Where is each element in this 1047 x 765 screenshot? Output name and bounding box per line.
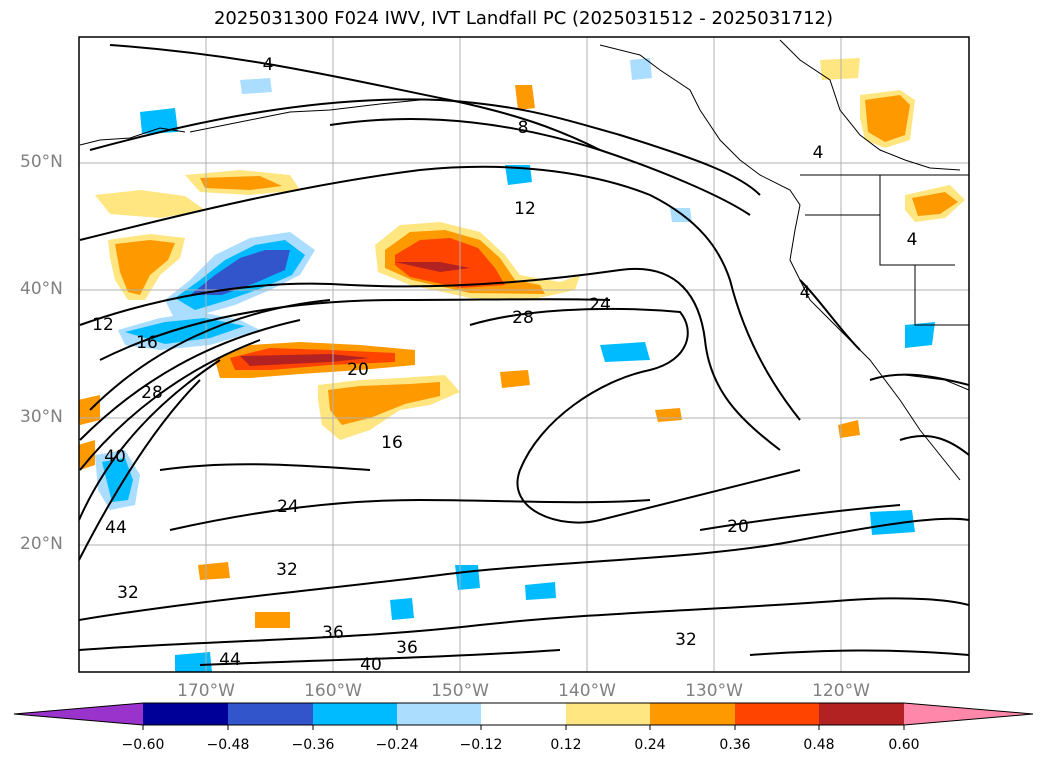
colorbar-segment xyxy=(143,703,228,725)
colorbar-segment xyxy=(313,703,397,725)
contour-label: 36 xyxy=(396,638,418,658)
contour-label: 20 xyxy=(347,360,369,380)
lat-label: 20°N xyxy=(20,534,63,554)
contour-label: 32 xyxy=(675,630,697,650)
contour-label: 28 xyxy=(141,383,163,403)
colorbar-segment xyxy=(735,703,819,725)
lon-label: 150°W xyxy=(431,681,489,701)
colorbar-segment xyxy=(650,703,735,725)
colorbar-segment xyxy=(904,703,1033,725)
plot-frame xyxy=(78,36,970,673)
contour-label: 44 xyxy=(219,650,241,670)
colorbar-segment xyxy=(819,703,904,725)
contour-label: 32 xyxy=(276,560,298,580)
colorbar-tick-label: −0.24 xyxy=(375,737,419,753)
colorbar-tick-label: −0.12 xyxy=(459,737,503,753)
contour-label: 24 xyxy=(589,295,611,315)
lon-label: 140°W xyxy=(558,681,616,701)
colorbar-tick-label: −0.48 xyxy=(206,737,250,753)
colorbar-tick-label: −0.36 xyxy=(291,737,335,753)
lon-label: 130°W xyxy=(685,681,743,701)
contour-label: 40 xyxy=(360,655,382,675)
lat-label: 30°N xyxy=(20,407,63,427)
contour-label: 4 xyxy=(263,55,274,75)
colorbar-tick-label: 0.36 xyxy=(719,737,751,753)
contour-label: 16 xyxy=(136,333,158,353)
iwv-contours xyxy=(79,44,969,666)
contour-label: 44 xyxy=(105,518,127,538)
colorbar-tick-label: 0.24 xyxy=(634,737,666,753)
contour-label: 8 xyxy=(518,118,529,138)
contour-label: 12 xyxy=(92,315,114,335)
lon-label: 170°W xyxy=(177,681,235,701)
lat-label: 40°N xyxy=(20,279,63,299)
colorbar-segment xyxy=(14,703,143,725)
colorbar-tick-label: 0.60 xyxy=(888,737,920,753)
colorbar-segment xyxy=(397,703,481,725)
contour-label: 32 xyxy=(117,583,139,603)
colorbar-tick-label: 0.48 xyxy=(803,737,835,753)
contour-label: 12 xyxy=(514,199,536,219)
contour-label: 28 xyxy=(512,308,534,328)
contour-label: 4 xyxy=(813,143,824,163)
colorbar-segment xyxy=(481,703,566,725)
contour-label: 36 xyxy=(322,623,344,643)
colorbar-tick-label: 0.12 xyxy=(550,737,582,753)
contour-label: 4 xyxy=(907,230,918,250)
lat-label: 50°N xyxy=(20,152,63,172)
contour-label: 4 xyxy=(800,283,811,303)
contour-label: 16 xyxy=(381,433,403,453)
contour-label: 20 xyxy=(727,517,749,537)
colorbar-segment xyxy=(228,703,313,725)
colorbar-segment xyxy=(566,703,650,725)
map-title: 2025031300 F024 IWV, IVT Landfall PC (20… xyxy=(213,8,834,29)
colorbar xyxy=(13,702,1034,730)
lon-label: 120°W xyxy=(812,681,870,701)
contour-label: 24 xyxy=(277,497,299,517)
colorbar-tick-label: −0.60 xyxy=(121,737,165,753)
contour-label: 40 xyxy=(104,447,126,467)
lon-label: 160°W xyxy=(304,681,362,701)
shading-layer xyxy=(79,58,965,672)
